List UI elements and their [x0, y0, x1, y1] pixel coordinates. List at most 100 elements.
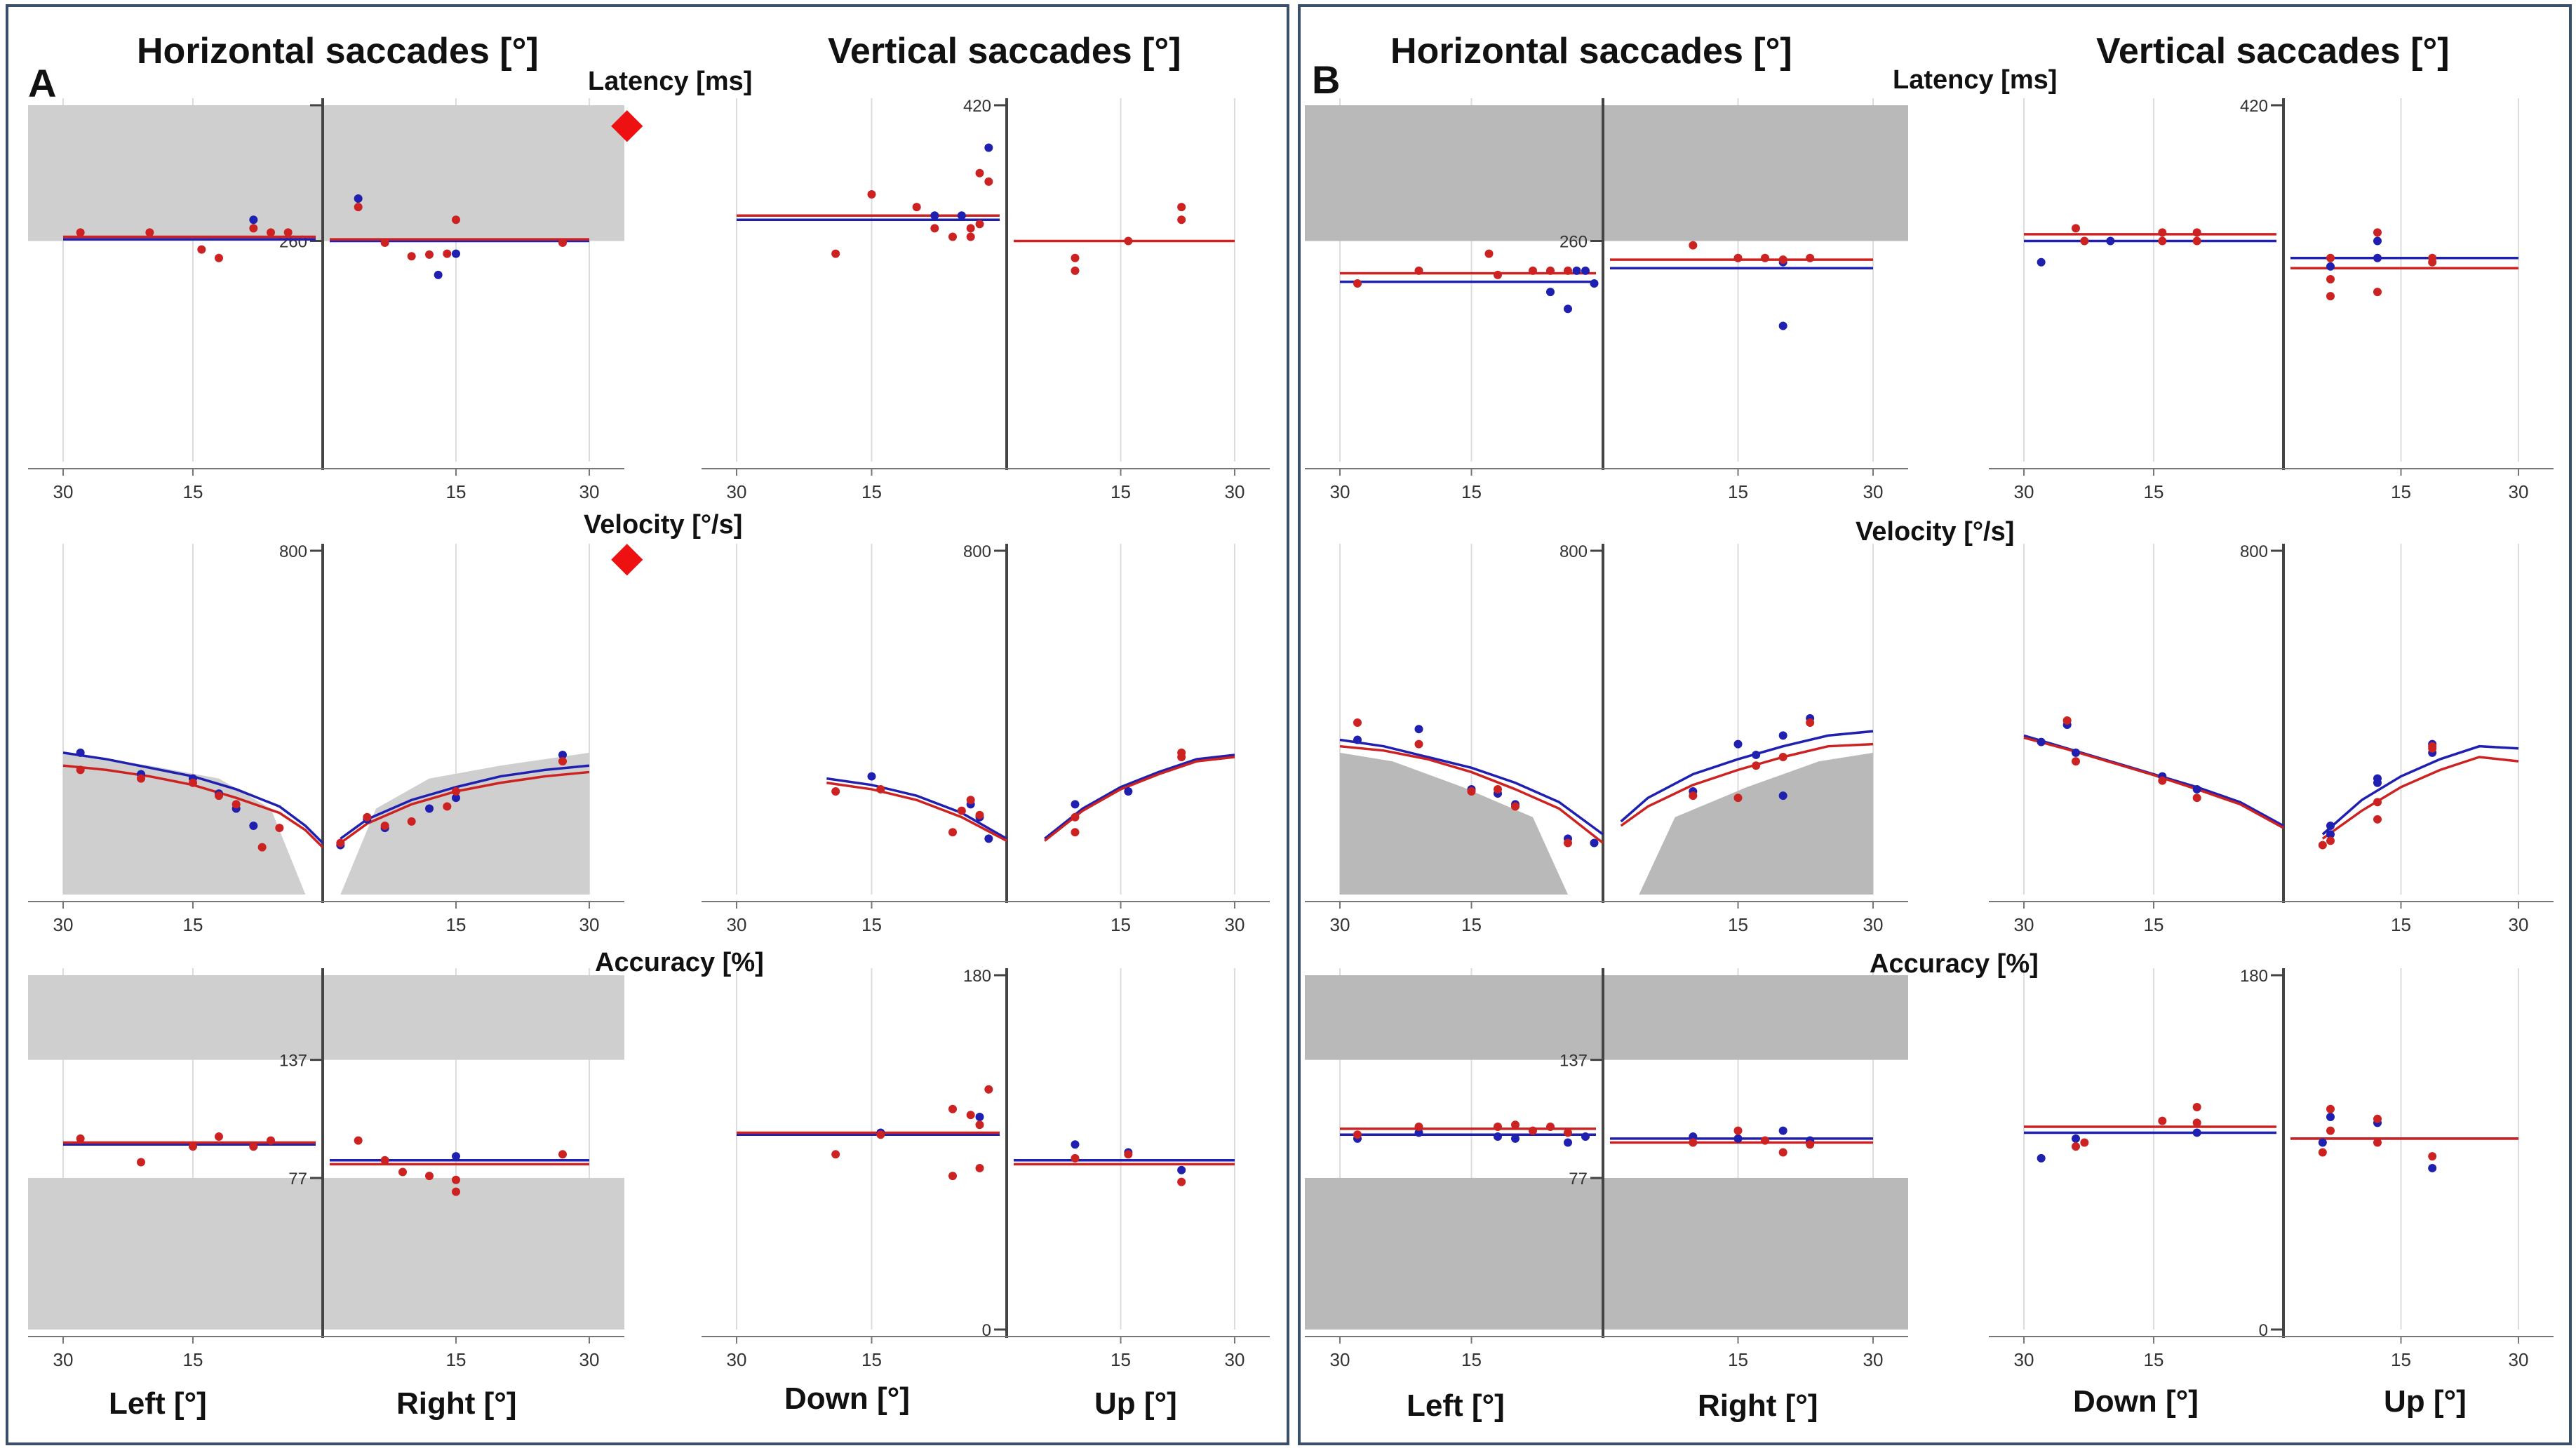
blue-data-point — [76, 748, 85, 757]
red-data-point — [2428, 742, 2437, 751]
x-tick-label: 15 — [861, 914, 882, 935]
red-data-point — [966, 224, 975, 233]
red-data-point — [2373, 798, 2382, 807]
red-data-point — [1564, 266, 1572, 275]
red-data-point — [2192, 1118, 2201, 1127]
red-data-point — [1494, 784, 1502, 794]
red-data-point — [2326, 292, 2335, 301]
red-data-point — [189, 1142, 197, 1151]
blue-data-point — [1581, 266, 1590, 275]
normal-range-band — [1603, 752, 1873, 895]
x-tick-label: 15 — [1728, 1349, 1748, 1370]
blue-data-point — [1177, 1165, 1186, 1174]
x-tick-label: 30 — [1863, 1349, 1884, 1370]
chart-b-accuracy-horizontal: 77 137 30 15 15 30 — [1305, 968, 1908, 1370]
red-data-point — [1546, 1123, 1555, 1132]
red-data-point — [1124, 1150, 1133, 1159]
x-tick-label: 15 — [183, 1349, 203, 1370]
red-data-point — [975, 168, 984, 178]
red-data-point — [425, 250, 434, 259]
blue-data-point — [558, 750, 567, 759]
blue-data-point — [2326, 1113, 2335, 1121]
x-tick-label: 30 — [53, 1349, 74, 1370]
chart-b-velocity-vertical: 800 30 15 15 30 — [1989, 542, 2554, 935]
blue-data-point — [1564, 1138, 1572, 1147]
blue-fit-curve — [826, 777, 1007, 840]
x-tick-label: 30 — [1225, 481, 1245, 502]
chart-a-accuracy-vertical: 0 180 30 15 15 30 — [702, 967, 1270, 1370]
blue-data-point — [1778, 731, 1787, 740]
panel-b-frame — [1298, 4, 2572, 1445]
red-data-point — [2158, 1116, 2167, 1125]
red-data-point — [1564, 1128, 1572, 1137]
red-data-point — [2373, 1114, 2382, 1123]
red-data-point — [363, 812, 372, 822]
red-data-point — [966, 232, 975, 241]
red-data-point — [407, 252, 416, 261]
red-diamond-marker — [611, 110, 643, 142]
red-data-point — [398, 1167, 407, 1177]
blue-data-point — [1689, 1132, 1698, 1141]
red-data-point — [1689, 791, 1698, 801]
chart-a-latency-horizontal: 260 30 15 15 30 — [28, 98, 643, 502]
blue-data-point — [2037, 737, 2046, 746]
red-data-point — [1529, 1126, 1537, 1135]
chart-b-latency-horizontal: 260 30 15 15 30 — [1305, 98, 1908, 502]
blue-data-point — [1733, 739, 1743, 749]
blue-fit-curve — [1044, 754, 1235, 840]
red-data-point — [380, 238, 389, 247]
normal-range-band — [1305, 1177, 1603, 1330]
red-data-point — [957, 806, 966, 815]
red-data-point — [425, 1172, 434, 1181]
x-tick-label: 15 — [861, 1349, 882, 1370]
red-data-point — [137, 774, 145, 783]
red-data-point — [2318, 1148, 2327, 1157]
red-data-point — [1494, 270, 1502, 279]
red-data-point — [407, 817, 416, 826]
red-data-point — [558, 757, 567, 766]
red-data-point — [267, 228, 275, 237]
blue-data-point — [2037, 1153, 2046, 1163]
x-tick-label: 15 — [1461, 1349, 1482, 1370]
blue-data-point — [2072, 1134, 2080, 1143]
red-data-point — [1071, 812, 1080, 822]
y-tick-label: 77 — [288, 1170, 307, 1188]
red-data-point — [2373, 815, 2382, 824]
red-data-point — [984, 177, 993, 186]
y-tick-label: 180 — [2240, 967, 2268, 986]
red-data-point — [1689, 241, 1698, 250]
panel-b-accuracy-title: Accuracy [%] — [1870, 949, 2039, 979]
x-tick-label: 15 — [2391, 914, 2411, 935]
y-tick-label: 137 — [1559, 1052, 1588, 1071]
red-data-point — [452, 1175, 460, 1184]
blue-fit-curve — [2321, 744, 2519, 836]
red-data-point — [1752, 761, 1761, 770]
y-tick-label: 180 — [963, 967, 991, 986]
x-tick-label: 30 — [579, 914, 600, 935]
x-tick-label: 30 — [727, 481, 747, 502]
x-tick-label: 15 — [2144, 914, 2164, 935]
red-data-point — [2080, 236, 2089, 246]
blue-data-point — [249, 215, 258, 225]
y-tick-label: 420 — [963, 97, 991, 116]
blue-data-point — [2192, 784, 2201, 794]
panel-a-letter: A — [28, 61, 56, 105]
red-data-point — [831, 249, 840, 258]
red-data-point — [137, 1158, 145, 1167]
blue-data-point — [867, 772, 876, 781]
x-tick-label: 30 — [727, 914, 747, 935]
normal-range-band — [1305, 105, 1603, 241]
x-tick-label: 30 — [2014, 481, 2034, 502]
blue-data-point — [2318, 1138, 2327, 1147]
panel-a-horizontal-title: Horizontal saccades [°] — [137, 31, 539, 72]
red-data-point — [1071, 266, 1080, 275]
chart-a-velocity-vertical: 800 30 15 15 30 — [702, 542, 1270, 935]
red-data-point — [2326, 1104, 2335, 1113]
red-data-point — [267, 1136, 275, 1145]
x-tick-label: 30 — [2509, 481, 2529, 502]
red-data-point — [966, 1111, 975, 1120]
red-data-point — [2080, 1138, 2089, 1147]
blue-fit-curve — [1620, 730, 1874, 823]
panel-b-latency-title: Latency [ms] — [1893, 65, 2057, 95]
